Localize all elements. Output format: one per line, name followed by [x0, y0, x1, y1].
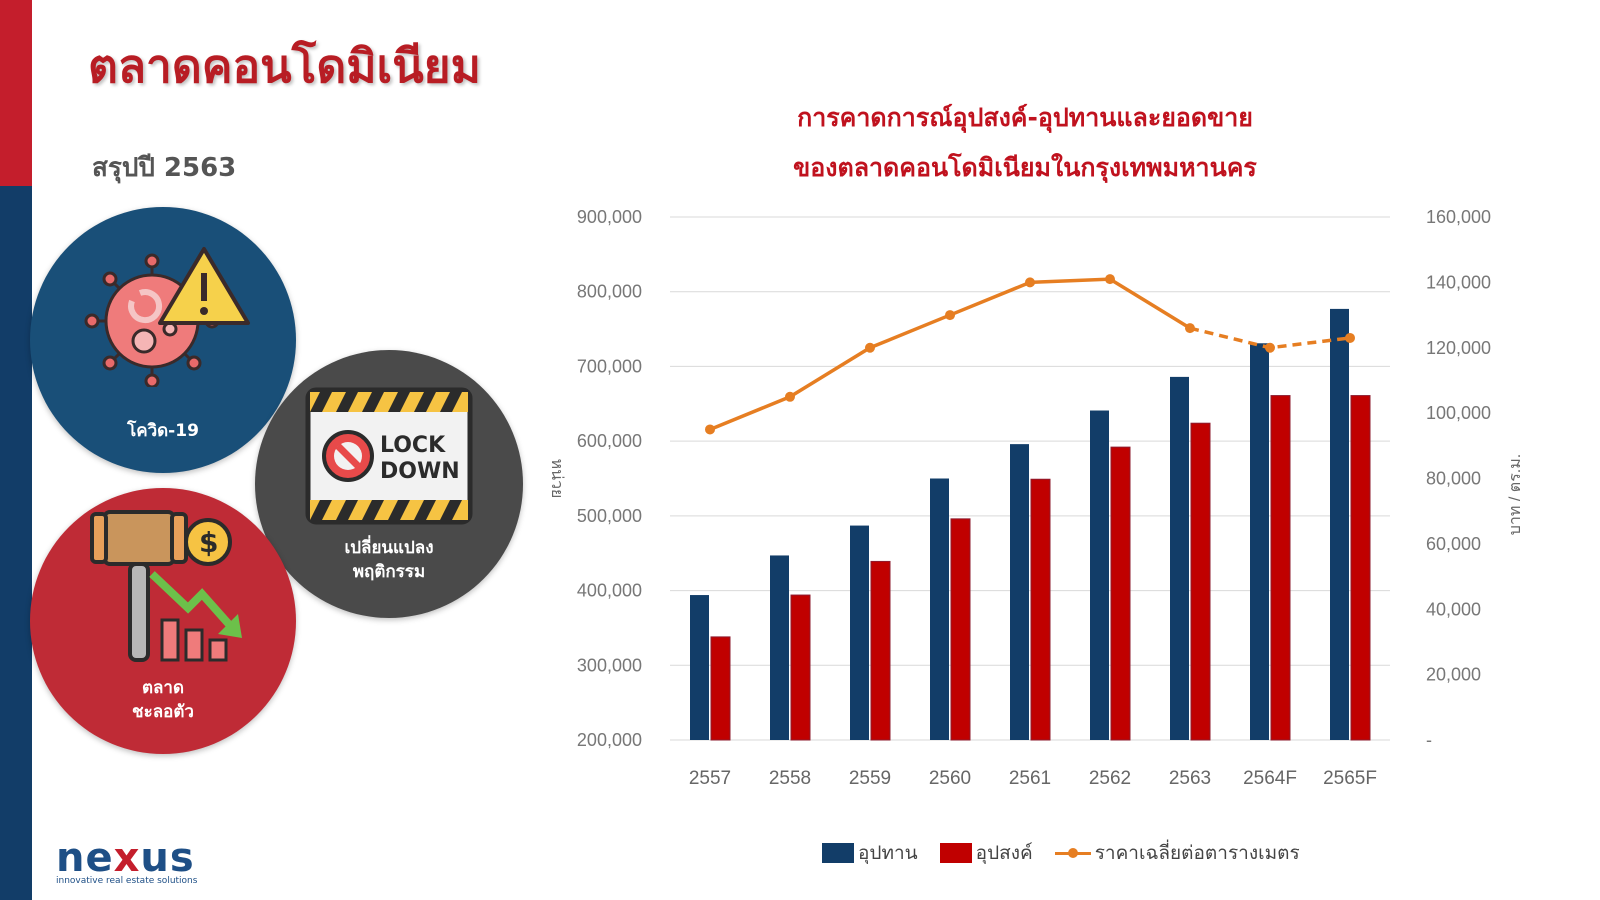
page-subtitle: สรุปปี 2563 [92, 153, 237, 183]
x-tick-label: 2564F [1243, 768, 1297, 789]
factor-market-circle: $ ตลาด ชะลอตัว [30, 488, 296, 754]
price-point [1105, 274, 1115, 285]
bar-demand [870, 560, 891, 741]
bar-demand [950, 518, 971, 741]
bar-demand [1190, 422, 1211, 741]
bar-supply [1170, 376, 1189, 740]
x-tick-label: 2559 [849, 768, 891, 789]
y2-tick-label: 120,000 [1426, 338, 1491, 358]
legend-label-demand: อุปสงค์ [975, 842, 1033, 864]
price-point [1345, 332, 1355, 343]
side-accent-bar-red [0, 0, 32, 186]
legend-item-price: ราคาเฉลี่ยต่อตารางเมตร [1054, 838, 1300, 868]
price-point [945, 310, 955, 321]
bar-demand [1110, 446, 1131, 741]
svg-text:$: $ [199, 526, 218, 559]
legend-swatch-demand [939, 843, 972, 863]
legend-swatch-supply [822, 843, 854, 863]
lockdown-sign-icon: LOCK DOWN [305, 387, 473, 525]
y2-tick-label: 100,000 [1426, 403, 1491, 423]
y-tick-label: 600,000 [577, 431, 642, 451]
bar-supply [770, 555, 789, 740]
bar-demand [1030, 478, 1051, 741]
factor-behavior-label-line1: เปลี่ยนแปลง [344, 538, 434, 558]
factor-covid-label: โควิด-19 [127, 421, 199, 441]
price-point [865, 342, 875, 353]
y2-tick-label: 80,000 [1426, 469, 1481, 489]
supply-demand-price-chart: 200,000 300,000 400,000 500,000 600,000 700,0… [548, 207, 1524, 789]
x-tick-label: 2561 [1009, 768, 1051, 789]
y-tick-label: 800,000 [577, 282, 642, 302]
bar-supply [1010, 444, 1029, 740]
side-accent-bar-blue [0, 186, 32, 900]
virus-warning-icon [84, 247, 250, 387]
y-tick-label: 900,000 [577, 207, 642, 227]
factor-market-label-line1: ตลาด [141, 678, 185, 698]
price-point [705, 424, 715, 435]
price-point [1185, 323, 1195, 334]
factor-market-label-line2: ชะลอตัว [132, 702, 194, 722]
y2-tick-label: 20,000 [1426, 665, 1481, 685]
bar-demand [1270, 395, 1291, 741]
bar-demand [790, 594, 811, 741]
y-tick-label: 400,000 [577, 581, 642, 601]
company-logo: nexus innovative real estate solutions [56, 838, 197, 886]
bar-supply [850, 525, 869, 740]
y-tick-label: 700,000 [577, 356, 642, 376]
price-point [1265, 342, 1275, 353]
bar-supply [1250, 343, 1269, 740]
svg-text:DOWN: DOWN [380, 459, 460, 484]
x-tick-label: 2557 [689, 768, 731, 789]
price-point [785, 391, 795, 402]
page-title: ตลาดคอนโดมิเนียม [88, 39, 481, 93]
bar-demand [710, 636, 731, 741]
bar-supply [1090, 410, 1109, 740]
bar-supply [930, 478, 949, 740]
y2-tick-label: 140,000 [1426, 272, 1491, 292]
y-tick-label: 300,000 [577, 655, 642, 675]
factor-behavior-label-line2: พฤติกรรม [352, 562, 426, 582]
factor-covid-circle: โควิด-19 [30, 207, 296, 473]
factor-behavior-circle: LOCK DOWN เปลี่ยนแปลง พฤติกรรม [255, 350, 523, 618]
x-tick-label: 2565F [1323, 768, 1377, 789]
y-axis-label: หน่วย [548, 459, 565, 499]
legend-label-supply: อุปทาน [858, 842, 918, 864]
x-tick-label: 2560 [929, 768, 971, 789]
chart-title-line2: ของตลาดคอนโดมิเนียมในกรุงเทพมหานคร [793, 153, 1257, 182]
y2-tick-label: 60,000 [1426, 534, 1481, 554]
chart-title-line1: การคาดการณ์อุปสงค์-อุปทานและยอดขาย [797, 103, 1253, 132]
logo-wordmark: nexus [56, 835, 195, 881]
legend-swatch-price [1054, 845, 1091, 861]
y2-tick-label: 160,000 [1426, 207, 1491, 227]
y-tick-label: 500,000 [577, 506, 642, 526]
chart-legend: อุปทาน อุปสงค์ ราคาเฉลี่ยต่อตารางเมตร [822, 838, 1322, 868]
gavel-decline-icon: $ [90, 510, 242, 662]
svg-text:LOCK: LOCK [380, 433, 446, 458]
bar-supply [1330, 308, 1349, 740]
x-tick-label: 2562 [1089, 768, 1131, 789]
y2-axis-label: บาท / ตร.ม. [1507, 454, 1524, 535]
legend-item-supply: อุปทาน [822, 838, 918, 868]
bar-supply [690, 595, 709, 740]
y-tick-label: 200,000 [577, 730, 642, 750]
bar-demand [1350, 395, 1371, 741]
logo-tagline: innovative real estate solutions [56, 876, 198, 886]
y2-tick-label: - [1426, 730, 1432, 750]
legend-label-price: ราคาเฉลี่ยต่อตารางเมตร [1094, 842, 1300, 864]
price-line-solid [709, 277, 1191, 432]
y2-tick-label: 40,000 [1426, 599, 1481, 619]
x-tick-label: 2558 [769, 768, 811, 789]
legend-item-demand: อุปสงค์ [939, 838, 1033, 868]
price-point [1025, 277, 1035, 288]
x-tick-label: 2563 [1169, 768, 1211, 789]
